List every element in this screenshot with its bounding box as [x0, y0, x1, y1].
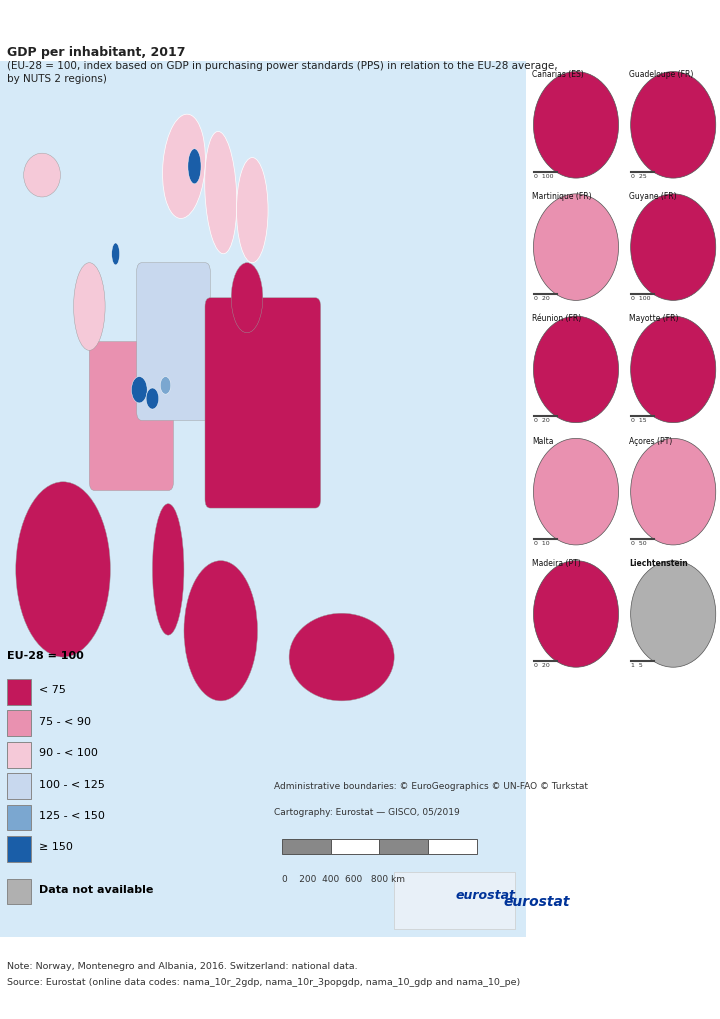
Ellipse shape	[24, 153, 60, 197]
Text: Mayotte (FR): Mayotte (FR)	[629, 314, 679, 323]
Bar	[428, 839, 477, 854]
Text: 0  15: 0 15	[631, 418, 647, 423]
Text: 90 - < 100: 90 - < 100	[40, 748, 99, 758]
Ellipse shape	[112, 243, 120, 265]
Bar	[331, 839, 379, 854]
Ellipse shape	[534, 438, 618, 545]
Ellipse shape	[153, 503, 184, 635]
Text: Administrative boundaries: © EuroGeographics © UN-FAO © Turkstat: Administrative boundaries: © EuroGeograp…	[274, 783, 588, 791]
Text: 0    200  400  600   800 km: 0 200 400 600 800 km	[282, 875, 405, 884]
Text: 0  20: 0 20	[534, 418, 549, 423]
Ellipse shape	[204, 131, 237, 254]
Text: 0  25: 0 25	[631, 173, 647, 178]
Ellipse shape	[534, 194, 618, 301]
Text: 0  20: 0 20	[534, 662, 549, 667]
Bar	[379, 839, 428, 854]
Text: 75 - < 90: 75 - < 90	[40, 716, 91, 727]
Text: 0  10: 0 10	[534, 540, 549, 545]
Circle shape	[146, 388, 158, 409]
Text: eurostat: eurostat	[417, 889, 484, 903]
Text: Madeira (PT): Madeira (PT)	[532, 558, 581, 568]
Bar	[282, 839, 331, 854]
Circle shape	[132, 377, 147, 403]
Ellipse shape	[184, 560, 258, 701]
Ellipse shape	[534, 71, 618, 178]
Ellipse shape	[534, 316, 618, 423]
Text: Açores (PT): Açores (PT)	[629, 436, 672, 445]
Bar	[7, 878, 32, 905]
Bar	[7, 836, 32, 862]
Ellipse shape	[631, 560, 716, 667]
Text: 125 - < 150: 125 - < 150	[40, 811, 105, 821]
Text: 0  100: 0 100	[534, 173, 554, 178]
Text: Note: Norway, Montenegro and Albania, 2016. Switzerland: national data.: Note: Norway, Montenegro and Albania, 20…	[7, 962, 358, 971]
Circle shape	[161, 377, 171, 394]
Text: Liechtenstein: Liechtenstein	[629, 558, 688, 568]
Bar	[7, 710, 32, 736]
Text: eurostat: eurostat	[503, 895, 570, 909]
Text: 0  50: 0 50	[631, 540, 647, 545]
Text: Cartography: Eurostat — GISCO, 05/2019: Cartography: Eurostat — GISCO, 05/2019	[274, 808, 459, 817]
FancyBboxPatch shape	[205, 298, 320, 508]
Text: Guyane (FR): Guyane (FR)	[629, 192, 677, 201]
Ellipse shape	[163, 114, 205, 218]
Text: (EU-28 = 100, index based on GDP in purchasing power standards (PPS) in relation: (EU-28 = 100, index based on GDP in purc…	[7, 61, 558, 85]
Ellipse shape	[631, 71, 716, 178]
Text: Source: Eurostat (online data codes: nama_10r_2gdp, nama_10r_3popgdp, nama_10_gd: Source: Eurostat (online data codes: nam…	[7, 978, 521, 987]
Bar	[7, 679, 32, 705]
Text: < 75: < 75	[40, 686, 66, 696]
Ellipse shape	[16, 482, 110, 657]
Text: 0  100: 0 100	[631, 296, 651, 301]
Text: Data not available: Data not available	[40, 886, 154, 896]
Ellipse shape	[631, 316, 716, 423]
Bar	[7, 773, 32, 799]
Text: Guadeloupe (FR): Guadeloupe (FR)	[629, 69, 693, 78]
Ellipse shape	[289, 613, 395, 701]
Bar	[7, 742, 32, 767]
FancyBboxPatch shape	[137, 263, 210, 421]
Bar	[7, 805, 32, 830]
Ellipse shape	[631, 438, 716, 545]
Text: 0  20: 0 20	[534, 296, 549, 301]
Ellipse shape	[73, 263, 105, 351]
Text: 100 - < 125: 100 - < 125	[40, 780, 105, 790]
Ellipse shape	[631, 194, 716, 301]
Ellipse shape	[236, 158, 268, 263]
Ellipse shape	[534, 560, 618, 667]
FancyBboxPatch shape	[89, 341, 174, 490]
Text: Canarias (ES): Canarias (ES)	[532, 69, 584, 78]
Text: ≥ 150: ≥ 150	[40, 843, 73, 853]
Text: GDP per inhabitant, 2017: GDP per inhabitant, 2017	[7, 46, 186, 59]
Text: eurostat: eurostat	[455, 890, 515, 902]
Text: 1  5: 1 5	[631, 662, 643, 667]
Text: Réunion (FR): Réunion (FR)	[532, 314, 581, 323]
Text: Martinique (FR): Martinique (FR)	[532, 192, 592, 201]
Ellipse shape	[231, 263, 263, 333]
Ellipse shape	[188, 149, 201, 183]
Text: Malta: Malta	[532, 436, 554, 445]
Bar	[395, 872, 515, 928]
Text: EU-28 = 100: EU-28 = 100	[7, 650, 84, 660]
